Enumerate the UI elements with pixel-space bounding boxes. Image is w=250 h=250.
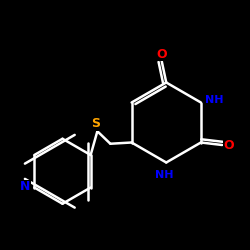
Text: O: O <box>156 48 167 61</box>
Text: O: O <box>224 138 234 151</box>
Text: N: N <box>20 180 30 194</box>
Text: NH: NH <box>154 170 173 179</box>
Text: NH: NH <box>206 94 224 104</box>
Text: S: S <box>92 117 100 130</box>
